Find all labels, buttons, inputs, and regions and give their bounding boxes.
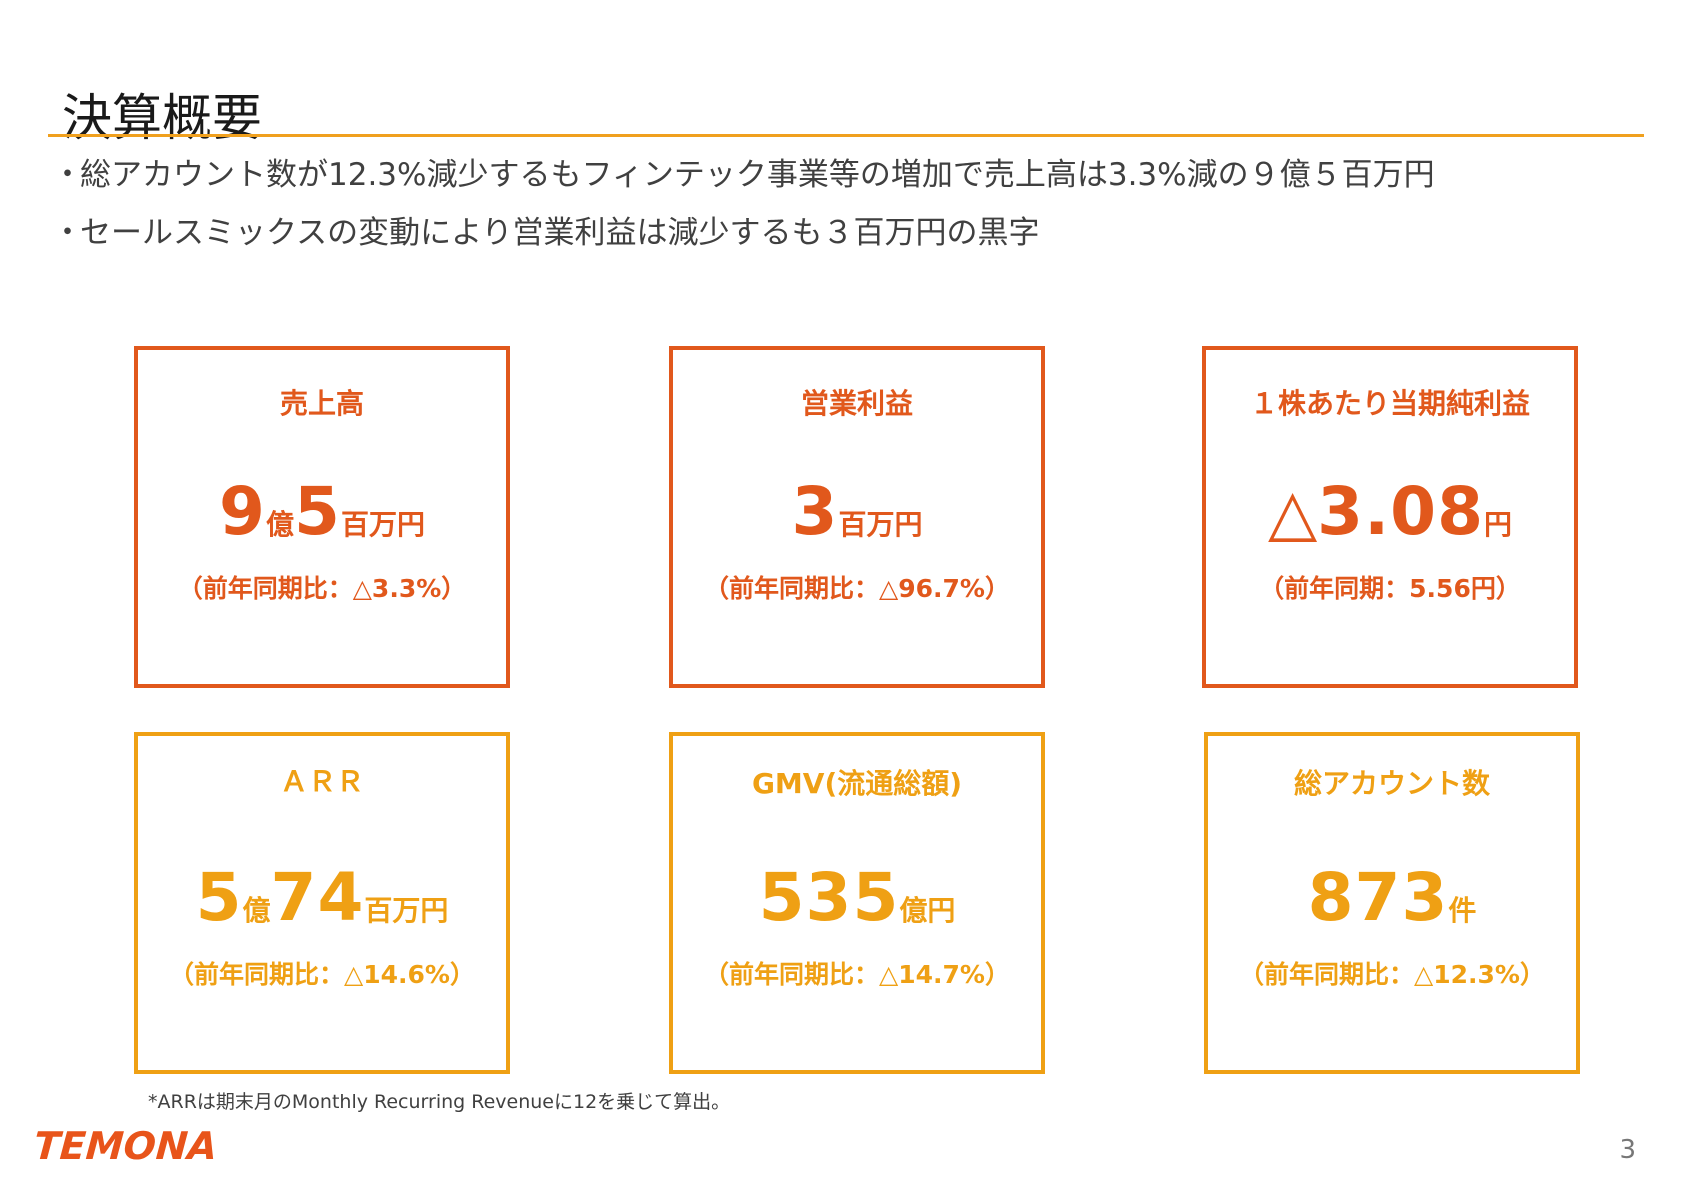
footnote: *ARRは期末月のMonthly Recurring Revenueに12を乗じ… bbox=[148, 1091, 731, 1113]
card-label: １株あたり当期純利益 bbox=[1249, 387, 1530, 420]
card-operating-profit: 営業利益 3百万円 （前年同期比：△96.7%） bbox=[669, 346, 1045, 688]
card-label: 総アカウント数 bbox=[1293, 767, 1490, 800]
card-yoy: （前年同期比：△3.3%） bbox=[177, 574, 467, 603]
value-number: 535 bbox=[758, 859, 900, 936]
card-yoy: （前年同期：5.56円） bbox=[1259, 574, 1521, 603]
card-value: 9億5百万円 bbox=[138, 472, 506, 552]
card-value: 535億円 bbox=[673, 858, 1041, 938]
card-value: △3.08円 bbox=[1206, 472, 1574, 552]
summary-bullets: ・総アカウント数が12.3%減少するもフィンテック事業等の増加で売上高は3.3%… bbox=[52, 154, 1435, 270]
card-yoy: （前年同期比：△14.7%） bbox=[704, 960, 1010, 989]
bullet-text: 総アカウント数が12.3%減少するもフィンテック事業等の増加で売上高は3.3%減… bbox=[80, 157, 1435, 193]
temona-logo: TEMONA bbox=[32, 1124, 219, 1168]
card-arr: ＡＲＲ 5億74百万円 （前年同期比：△14.6%） bbox=[134, 732, 510, 1074]
value-unit: 億 bbox=[242, 894, 271, 927]
value-unit: 百万円 bbox=[364, 894, 449, 927]
value-number: 5 bbox=[294, 473, 341, 550]
value-unit: 円 bbox=[1484, 508, 1513, 541]
value-number: 3 bbox=[791, 473, 839, 550]
value-number: 9 bbox=[219, 473, 266, 550]
value-unit: 百万円 bbox=[340, 508, 425, 541]
value-number: 5 bbox=[195, 859, 243, 936]
bullet-item: ・セールスミックスの変動により営業利益は減少するも３百万円の黒字 bbox=[52, 212, 1435, 254]
page-title: 決算概要 bbox=[62, 88, 262, 147]
bullet-marker: ・ bbox=[52, 215, 83, 251]
card-value: 5億74百万円 bbox=[138, 858, 506, 938]
value-number: 3.08 bbox=[1317, 473, 1485, 550]
card-value: 3百万円 bbox=[673, 472, 1041, 552]
value-unit: 億円 bbox=[899, 894, 956, 927]
card-gmv: GMV(流通総額) 535億円 （前年同期比：△14.7%） bbox=[669, 732, 1045, 1074]
card-eps: １株あたり当期純利益 △3.08円 （前年同期：5.56円） bbox=[1202, 346, 1578, 688]
value-number: △ bbox=[1267, 476, 1318, 550]
card-label: 営業利益 bbox=[800, 387, 913, 420]
card-label: ＡＲＲ bbox=[279, 765, 364, 798]
card-yoy: （前年同期比：△96.7%） bbox=[704, 574, 1010, 603]
bullet-text: セールスミックスの変動により営業利益は減少するも３百万円の黒字 bbox=[80, 215, 1040, 251]
card-revenue: 売上高 9億5百万円 （前年同期比：△3.3%） bbox=[134, 346, 510, 688]
value-unit: 億 bbox=[265, 508, 294, 541]
card-total-accounts: 総アカウント数 873件 （前年同期比：△12.3%） bbox=[1204, 732, 1580, 1074]
card-yoy: （前年同期比：△14.6%） bbox=[169, 960, 475, 989]
card-label: 売上高 bbox=[279, 387, 364, 420]
page-number: 3 bbox=[1619, 1135, 1636, 1165]
value-unit: 件 bbox=[1448, 894, 1477, 927]
title-divider bbox=[48, 134, 1644, 137]
card-value: 873件 bbox=[1208, 858, 1576, 938]
card-yoy: （前年同期比：△12.3%） bbox=[1239, 960, 1545, 989]
card-label: GMV(流通総額) bbox=[751, 767, 963, 800]
bullet-marker: ・ bbox=[52, 157, 83, 193]
value-number: 74 bbox=[270, 859, 365, 936]
value-unit: 百万円 bbox=[838, 508, 923, 541]
value-number: 873 bbox=[1307, 859, 1449, 936]
bullet-item: ・総アカウント数が12.3%減少するもフィンテック事業等の増加で売上高は3.3%… bbox=[52, 154, 1435, 196]
